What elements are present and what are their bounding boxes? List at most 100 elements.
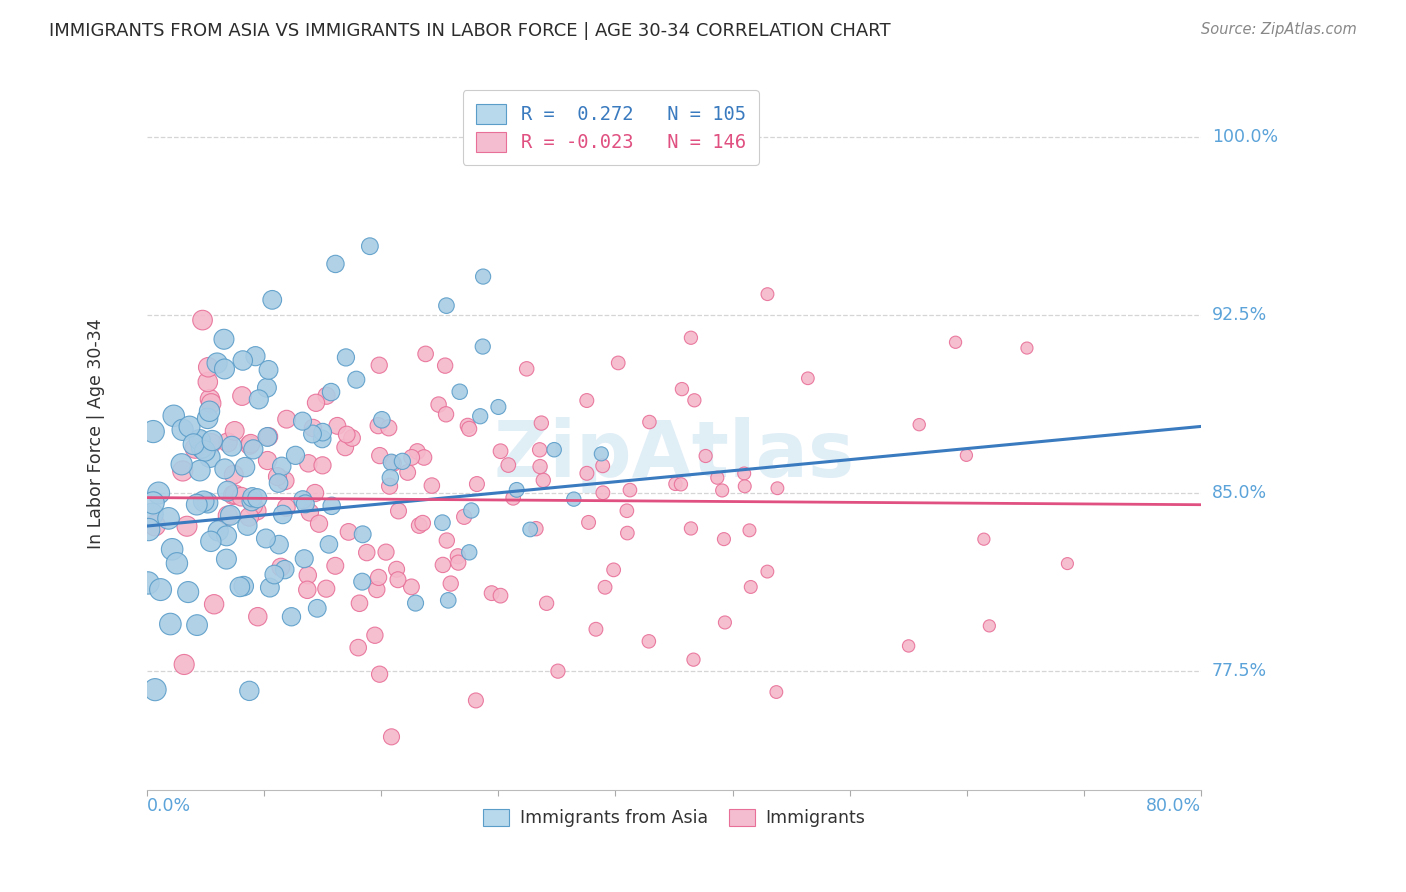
Point [427, 398, 450, 412]
Point [436, 299, 458, 313]
Point [276, 500, 298, 515]
Point [197, 360, 219, 375]
Point [141, 508, 163, 522]
Point [733, 467, 755, 481]
Point [238, 509, 260, 524]
Point [335, 441, 357, 455]
Point [214, 462, 236, 476]
Point [486, 400, 509, 414]
Point [217, 484, 239, 499]
Point [683, 393, 706, 408]
Point [304, 486, 326, 500]
Point [205, 356, 228, 370]
Point [280, 609, 302, 624]
Point [440, 576, 463, 591]
Point [458, 545, 481, 559]
Point [368, 449, 391, 463]
Point [136, 576, 159, 591]
Point [1056, 557, 1078, 571]
Point [254, 532, 277, 546]
Point [231, 490, 253, 504]
Point [170, 457, 193, 471]
Point [766, 481, 789, 495]
Point [160, 542, 183, 557]
Point [367, 570, 389, 584]
Point [465, 477, 488, 491]
Point [215, 552, 238, 566]
Point [173, 657, 195, 672]
Point [219, 508, 242, 523]
Point [516, 362, 538, 376]
Point [202, 597, 225, 611]
Point [142, 425, 165, 439]
Point [307, 601, 329, 615]
Point [198, 392, 221, 407]
Point [224, 487, 246, 501]
Point [240, 494, 263, 508]
Point [337, 524, 360, 539]
Point [222, 467, 245, 482]
Point [371, 413, 394, 427]
Point [378, 421, 401, 435]
Point [172, 423, 194, 437]
Point [979, 619, 1001, 633]
Point [575, 393, 598, 408]
Point [214, 362, 236, 376]
Point [352, 574, 374, 589]
Point [318, 537, 340, 551]
Point [271, 508, 294, 522]
Point [197, 496, 219, 510]
Point [308, 516, 330, 531]
Point [734, 479, 756, 493]
Point [163, 409, 186, 423]
Point [359, 239, 381, 253]
Point [301, 427, 323, 442]
Point [238, 684, 260, 698]
Point [1015, 341, 1038, 355]
Point [529, 459, 551, 474]
Legend: Immigrants from Asia, Immigrants: Immigrants from Asia, Immigrants [477, 802, 872, 834]
Point [242, 442, 264, 457]
Point [408, 518, 430, 533]
Point [266, 469, 288, 483]
Point [157, 511, 180, 525]
Point [326, 418, 349, 433]
Point [270, 459, 292, 474]
Point [274, 474, 297, 488]
Point [682, 653, 704, 667]
Point [387, 504, 409, 518]
Point [215, 529, 238, 543]
Point [740, 580, 762, 594]
Point [142, 496, 165, 510]
Text: IMMIGRANTS FROM ASIA VS IMMIGRANTS IN LABOR FORCE | AGE 30-34 CORRELATION CHART: IMMIGRANTS FROM ASIA VS IMMIGRANTS IN LA… [49, 22, 891, 40]
Point [336, 427, 359, 442]
Point [245, 349, 267, 363]
Point [432, 558, 454, 572]
Point [188, 433, 211, 447]
Point [232, 353, 254, 368]
Point [713, 532, 735, 546]
Point [232, 579, 254, 593]
Point [543, 442, 565, 457]
Point [256, 430, 278, 444]
Point [669, 477, 692, 491]
Point [607, 356, 630, 370]
Point [498, 458, 520, 472]
Point [179, 419, 201, 434]
Point [325, 257, 347, 271]
Point [489, 444, 512, 458]
Point [143, 682, 166, 697]
Point [267, 476, 290, 491]
Point [405, 596, 427, 610]
Point [349, 596, 371, 610]
Point [236, 518, 259, 533]
Point [247, 392, 270, 407]
Point [344, 373, 367, 387]
Point [297, 568, 319, 582]
Point [200, 534, 222, 549]
Point [274, 563, 297, 577]
Point [256, 453, 278, 467]
Point [315, 389, 337, 403]
Point [347, 640, 370, 655]
Point [420, 478, 443, 492]
